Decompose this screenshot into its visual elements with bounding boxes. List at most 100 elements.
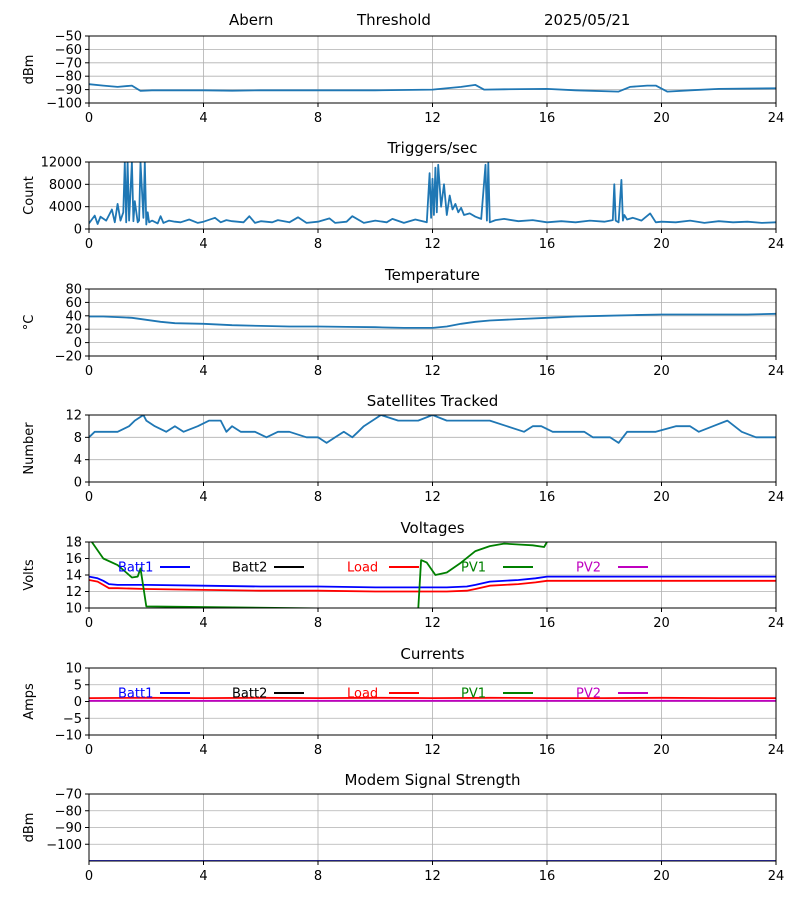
legend-label-pv1: PV1 [461,561,486,576]
x-tick-label: 0 [85,111,93,126]
x-tick-label: 24 [768,111,785,126]
series-line-batt1 [89,575,776,589]
legend-label-batt2: Batt2 [232,687,267,702]
x-tick-label: 12 [424,237,441,252]
x-tick-label: 16 [539,364,556,379]
y-tick-label: 12000 [41,156,82,171]
series-group [89,415,776,444]
chart-title: Satellites Tracked [367,392,498,410]
x-tick-label: 20 [653,616,670,631]
x-tick-label: 20 [653,237,670,252]
y-tick-label: −5 [63,712,82,727]
series-group [89,312,776,329]
y-axis-label: °C [22,315,37,331]
legend-label-load: Load [347,561,378,576]
panel-4: 0 4 8 12 16 20 24 0 4 8 12 Satellites Tracked Number [22,392,784,505]
x-tick-label: 8 [314,869,322,884]
series-line-load [89,579,776,593]
legend-label-batt1: Batt1 [118,687,153,702]
y-tick-label: 12 [65,409,82,424]
y-tick-label: −80 [55,70,82,85]
y-axis-label: dBm [22,813,37,843]
x-tick-label: 12 [424,111,441,126]
series-group [89,83,776,93]
x-tick-label: 24 [768,869,785,884]
x-tick-label: 4 [199,237,207,252]
y-tick-label: 4000 [49,200,82,215]
x-tick-label: 16 [539,869,556,884]
y-tick-label: −90 [55,821,82,836]
series-line-data [89,415,776,444]
panel-7: 0 4 8 12 16 20 24 −100 −90 −80−70 Modem Signal Str… [22,771,784,884]
y-tick-label: −70 [55,56,82,71]
x-tick-label: 20 [653,869,670,884]
chart-title: Modem Signal Strength [345,771,521,789]
x-tick-label: 24 [768,743,785,758]
y-axis-label: Amps [22,683,37,720]
x-tick-label: 16 [539,616,556,631]
y-tick-label: 8000 [49,178,82,193]
x-tick-label: 16 [539,111,556,126]
legend-label-batt2: Batt2 [232,561,267,576]
y-tick-label: 18 [65,536,82,551]
y-tick-label: −10 [55,729,82,744]
y-tick-label: 0 [74,336,82,351]
chart-title: Temperature [384,266,480,284]
y-tick-label: −50 [55,30,82,45]
y-tick-label: −80 [55,804,82,819]
y-tick-label: 0 [74,223,82,238]
x-tick-label: 24 [768,237,785,252]
y-tick-label: 20 [65,323,82,338]
x-tick-label: 0 [85,869,93,884]
x-tick-label: 8 [314,490,322,505]
panel-6: 0 4 8 12 16 20 24 −10 −5 0 510 Currents Amps Batt1 Bat… [22,645,784,758]
x-tick-label: 0 [85,743,93,758]
series-group [89,542,776,608]
x-tick-label: 8 [314,111,322,126]
panel-2: 0 4 8 12 16 20 24 0 4000 8000 12000 Triggers/sec Cou… [22,139,784,252]
x-tick-label: 4 [199,616,207,631]
series-line-pv1 [90,542,548,608]
y-tick-label: 10 [65,662,82,677]
legend-label-pv2: PV2 [576,687,601,702]
x-tick-label: 4 [199,869,207,884]
y-tick-label: 5 [74,678,82,693]
y-tick-label: −60 [55,43,82,58]
y-tick-label: −100 [46,838,82,853]
y-tick-label: 10 [65,602,82,617]
y-tick-label: −70 [55,788,82,803]
y-tick-label: 60 [65,296,82,311]
header-date: 2025/05/21 [544,11,631,29]
x-tick-label: 12 [424,364,441,379]
chart-title: Currents [400,645,464,663]
y-axis-label: Count [22,176,37,215]
x-tick-label: 16 [539,237,556,252]
x-tick-label: 8 [314,364,322,379]
legend-label-batt1: Batt1 [118,561,153,576]
legend-label-pv1: PV1 [461,687,486,702]
y-tick-label: 8 [74,431,82,446]
x-tick-label: 20 [653,364,670,379]
series-line-data [89,162,776,226]
x-tick-label: 8 [314,616,322,631]
y-tick-label: 16 [65,552,82,567]
y-tick-label: −20 [55,350,82,365]
x-tick-label: 4 [199,490,207,505]
x-tick-label: 16 [539,743,556,758]
x-tick-label: 0 [85,364,93,379]
y-axis-label: Volts [22,559,37,591]
chart-title: Voltages [400,519,464,537]
x-tick-label: 24 [768,364,785,379]
header-mode: Threshold [357,11,431,29]
x-tick-label: 4 [199,111,207,126]
x-tick-label: 0 [85,237,93,252]
legend-label-pv2: PV2 [576,561,601,576]
y-tick-label: 0 [74,695,82,710]
x-tick-label: 20 [653,111,670,126]
x-tick-label: 16 [539,490,556,505]
x-tick-label: 24 [768,490,785,505]
x-tick-label: 24 [768,616,785,631]
